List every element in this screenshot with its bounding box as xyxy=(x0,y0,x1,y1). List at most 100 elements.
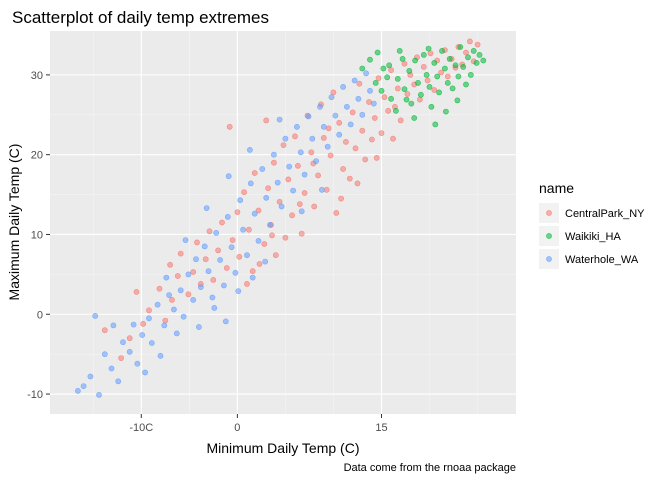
point-waterhole-wa xyxy=(173,330,180,337)
point-centralpark-ny xyxy=(404,91,411,97)
point-waikiki-ha xyxy=(392,107,399,114)
point-waterhole-wa xyxy=(92,312,99,319)
point-waikiki-ha xyxy=(434,73,441,80)
legend-swatch xyxy=(546,233,552,239)
point-waterhole-wa xyxy=(332,112,339,119)
point-waikiki-ha xyxy=(403,96,410,103)
point-waterhole-wa xyxy=(193,256,199,263)
point-waikiki-ha xyxy=(470,48,477,54)
y-tick-label: 20 xyxy=(31,150,43,162)
point-waterhole-wa xyxy=(363,70,369,77)
point-waterhole-wa xyxy=(282,135,289,142)
point-centralpark-ny xyxy=(223,265,230,271)
point-centralpark-ny xyxy=(397,117,404,124)
point-waterhole-wa xyxy=(298,208,305,215)
point-waterhole-wa xyxy=(130,321,137,328)
point-waikiki-ha xyxy=(415,80,421,86)
point-centralpark-ny xyxy=(249,268,256,275)
point-waterhole-wa xyxy=(237,197,244,204)
point-waterhole-wa xyxy=(297,149,304,156)
point-centralpark-ny xyxy=(375,75,382,81)
point-centralpark-ny xyxy=(323,186,330,193)
point-waikiki-ha xyxy=(408,100,415,107)
point-waikiki-ha xyxy=(457,44,464,50)
point-waterhole-wa xyxy=(343,103,350,110)
point-centralpark-ny xyxy=(311,203,318,210)
point-centralpark-ny xyxy=(269,232,275,239)
point-waterhole-wa xyxy=(195,324,202,330)
point-waterhole-wa xyxy=(278,203,285,210)
legend-item-waikiki-ha: Waikiki_HA xyxy=(539,226,621,246)
point-waterhole-wa xyxy=(211,304,218,311)
point-centralpark-ny xyxy=(327,152,334,159)
point-waikiki-ha xyxy=(454,97,461,104)
point-waikiki-ha xyxy=(442,108,449,115)
point-waterhole-wa xyxy=(251,210,258,217)
point-centralpark-ny xyxy=(245,226,252,233)
legend-swatch xyxy=(546,256,552,262)
point-waterhole-wa xyxy=(255,237,262,244)
x-tick-label: 0 xyxy=(234,422,240,434)
point-centralpark-ny xyxy=(255,207,262,214)
point-waikiki-ha xyxy=(425,45,432,52)
point-waterhole-wa xyxy=(267,221,273,228)
point-waterhole-wa xyxy=(259,166,266,172)
point-centralpark-ny xyxy=(146,307,152,314)
point-waterhole-wa xyxy=(367,87,373,94)
point-waterhole-wa xyxy=(228,244,235,251)
legend-label: CentralPark_NY xyxy=(565,208,645,220)
point-centralpark-ny xyxy=(373,154,380,161)
point-centralpark-ny xyxy=(202,256,209,263)
point-waterhole-wa xyxy=(185,271,192,278)
point-waterhole-wa xyxy=(80,383,87,389)
point-centralpark-ny xyxy=(270,159,277,166)
point-waterhole-wa xyxy=(246,146,253,153)
point-waterhole-wa xyxy=(262,258,269,265)
minor-gridlines xyxy=(50,31,516,414)
point-waikiki-ha xyxy=(436,89,442,96)
point-waterhole-wa xyxy=(309,135,316,142)
point-waikiki-ha xyxy=(378,87,385,94)
point-waterhole-wa xyxy=(293,123,300,130)
point-waterhole-wa xyxy=(336,131,343,138)
point-centralpark-ny xyxy=(320,134,327,141)
point-centralpark-ny xyxy=(215,247,221,254)
point-waterhole-wa xyxy=(101,351,108,358)
point-waikiki-ha xyxy=(449,85,456,92)
point-centralpark-ny xyxy=(292,133,298,140)
point-centralpark-ny xyxy=(346,175,353,182)
point-centralpark-ny xyxy=(210,276,217,283)
point-waikiki-ha xyxy=(446,56,453,62)
point-waterhole-wa xyxy=(142,369,148,376)
point-waterhole-wa xyxy=(320,123,327,130)
legend-item-centralpark-ny: CentralPark_NY xyxy=(539,203,645,223)
y-tick-label: 30 xyxy=(31,70,43,82)
point-waterhole-wa xyxy=(139,332,146,338)
point-waikiki-ha xyxy=(380,65,387,72)
point-waterhole-wa xyxy=(217,257,223,263)
point-waterhole-wa xyxy=(213,229,220,236)
point-waterhole-wa xyxy=(351,77,358,84)
point-centralpark-ny xyxy=(333,209,340,216)
point-waikiki-ha xyxy=(465,54,471,61)
point-centralpark-ny xyxy=(101,327,108,334)
point-waikiki-ha xyxy=(431,60,438,66)
point-centralpark-ny xyxy=(336,119,343,126)
point-centralpark-ny xyxy=(308,149,315,156)
point-centralpark-ny xyxy=(463,49,469,56)
caption: Data come from the rnoaa package xyxy=(344,462,516,474)
point-waikiki-ha xyxy=(460,64,467,70)
point-waikiki-ha xyxy=(423,72,430,78)
y-tick-label: -10 xyxy=(27,389,43,401)
point-centralpark-ny xyxy=(368,136,375,143)
point-waterhole-wa xyxy=(166,292,172,298)
point-centralpark-ny xyxy=(190,269,197,275)
point-waikiki-ha xyxy=(426,84,433,90)
point-waterhole-wa xyxy=(317,103,323,110)
point-centralpark-ny xyxy=(296,201,303,207)
point-centralpark-ny xyxy=(285,176,292,183)
point-waterhole-wa xyxy=(274,179,281,186)
point-waikiki-ha xyxy=(417,91,424,98)
point-centralpark-ny xyxy=(251,170,258,176)
point-waterhole-wa xyxy=(225,173,232,180)
